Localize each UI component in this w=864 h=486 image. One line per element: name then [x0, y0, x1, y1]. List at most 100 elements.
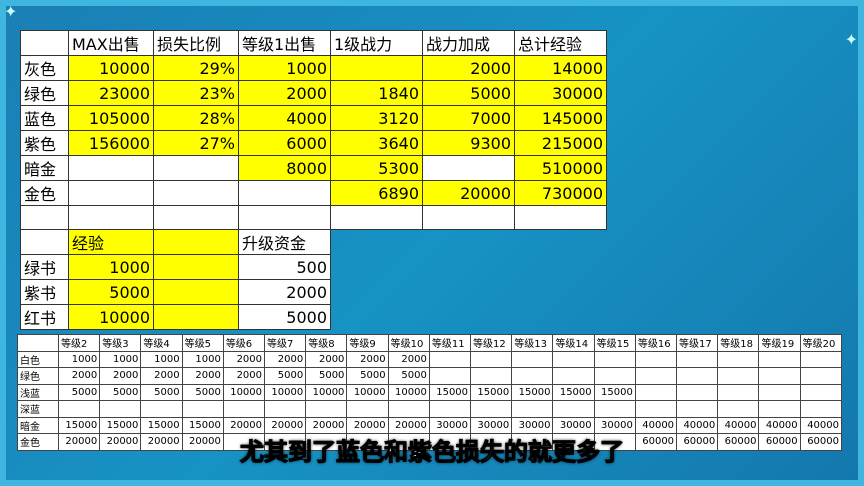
- table-cell[interactable]: 等级10: [387, 334, 430, 352]
- table-cell[interactable]: 紫色: [20, 130, 69, 156]
- table-cell[interactable]: [676, 400, 719, 418]
- table-cell[interactable]: [758, 400, 801, 418]
- table-cell[interactable]: 156000: [68, 130, 154, 156]
- table-cell[interactable]: 510000: [514, 155, 607, 181]
- table-cell[interactable]: 5000: [99, 383, 142, 401]
- table-cell[interactable]: [593, 400, 636, 418]
- table-cell[interactable]: 绿色: [17, 367, 59, 385]
- table-cell[interactable]: [593, 433, 636, 451]
- table-cell[interactable]: 15000: [428, 383, 472, 401]
- table-cell[interactable]: 29%: [153, 55, 239, 81]
- table-cell[interactable]: 5000: [68, 279, 154, 305]
- table-cell[interactable]: [20, 229, 69, 255]
- table-cell[interactable]: 等级3: [99, 334, 142, 352]
- table-cell[interactable]: [470, 350, 513, 368]
- table-cell[interactable]: [264, 433, 307, 451]
- table-cell[interactable]: 30000: [511, 416, 554, 434]
- table-cell[interactable]: 3120: [330, 105, 423, 131]
- table-cell[interactable]: 14000: [514, 55, 607, 81]
- table-cell[interactable]: 损失比例: [153, 30, 239, 56]
- table-cell[interactable]: [552, 400, 595, 418]
- table-cell[interactable]: [799, 350, 843, 368]
- table-cell[interactable]: [264, 400, 307, 418]
- table-cell[interactable]: 7000: [422, 105, 515, 131]
- table-cell[interactable]: 2000: [181, 367, 224, 385]
- table-cell[interactable]: [511, 350, 554, 368]
- table-cell[interactable]: [717, 383, 760, 401]
- table-cell[interactable]: 2000: [238, 279, 331, 305]
- table-cell[interactable]: 等级13: [511, 334, 554, 352]
- table-cell[interactable]: 5000: [264, 367, 307, 385]
- table-cell[interactable]: 15000: [99, 416, 142, 434]
- table-cell[interactable]: 2000: [140, 367, 183, 385]
- table-cell[interactable]: 等级18: [717, 334, 760, 352]
- table-cell[interactable]: 60000: [799, 433, 843, 451]
- table-cell[interactable]: 金色: [17, 433, 59, 451]
- table-cell[interactable]: [470, 367, 513, 385]
- table-cell[interactable]: [222, 400, 266, 418]
- table-cell[interactable]: [153, 205, 239, 230]
- table-cell[interactable]: [153, 304, 239, 330]
- table-cell[interactable]: [222, 433, 266, 451]
- table-cell[interactable]: 紫书: [20, 279, 69, 305]
- table-cell[interactable]: [634, 367, 678, 385]
- table-cell[interactable]: 215000: [514, 130, 607, 156]
- table-cell[interactable]: 30000: [593, 416, 636, 434]
- table-cell[interactable]: [99, 400, 142, 418]
- table-cell[interactable]: [799, 367, 843, 385]
- table-cell[interactable]: MAX出售: [68, 30, 154, 56]
- table-cell[interactable]: 6890: [330, 180, 423, 206]
- table-cell[interactable]: 绿色: [20, 80, 69, 106]
- table-cell[interactable]: [423, 280, 515, 305]
- table-cell[interactable]: [717, 367, 760, 385]
- table-cell[interactable]: [330, 205, 423, 230]
- table-cell[interactable]: [68, 155, 154, 181]
- table-cell[interactable]: 等级12: [470, 334, 513, 352]
- table-cell[interactable]: [552, 350, 595, 368]
- table-cell[interactable]: 蓝色: [20, 105, 69, 131]
- table-cell[interactable]: 60000: [634, 433, 678, 451]
- table-cell[interactable]: 等级6: [222, 334, 266, 352]
- table-cell[interactable]: 1000: [238, 55, 331, 81]
- table-cell[interactable]: 5000: [305, 367, 348, 385]
- table-cell[interactable]: 1000: [181, 350, 224, 368]
- table-cell[interactable]: 20000: [222, 416, 266, 434]
- table-cell[interactable]: [346, 433, 389, 451]
- table-cell[interactable]: [68, 180, 154, 206]
- table-cell[interactable]: [676, 383, 719, 401]
- table-cell[interactable]: 1000: [57, 350, 101, 368]
- table-cell[interactable]: 15000: [57, 416, 101, 434]
- table-cell[interactable]: 等级16: [634, 334, 678, 352]
- table-cell[interactable]: [514, 205, 607, 230]
- table-cell[interactable]: 2000: [305, 350, 348, 368]
- table-cell[interactable]: [238, 180, 331, 206]
- table-cell[interactable]: [331, 280, 423, 305]
- table-cell[interactable]: [428, 350, 472, 368]
- table-cell[interactable]: 1级战力: [330, 30, 423, 56]
- table-cell[interactable]: 4000: [238, 105, 331, 131]
- table-cell[interactable]: [676, 350, 719, 368]
- table-cell[interactable]: [758, 367, 801, 385]
- table-cell[interactable]: 8000: [238, 155, 331, 181]
- table-cell[interactable]: [515, 305, 607, 330]
- table-cell[interactable]: 30000: [470, 416, 513, 434]
- table-cell[interactable]: 等级7: [264, 334, 307, 352]
- table-cell[interactable]: 23000: [68, 80, 154, 106]
- table-cell[interactable]: 深蓝: [17, 400, 59, 418]
- table-cell[interactable]: [305, 433, 348, 451]
- table-cell[interactable]: [181, 400, 224, 418]
- table-cell[interactable]: [717, 350, 760, 368]
- table-cell[interactable]: [515, 255, 607, 280]
- table-cell[interactable]: [423, 255, 515, 280]
- table-cell[interactable]: 20000: [305, 416, 348, 434]
- table-cell[interactable]: [634, 383, 678, 401]
- table-cell[interactable]: 暗金: [17, 416, 59, 434]
- table-cell[interactable]: 40000: [676, 416, 719, 434]
- table-cell[interactable]: 2000: [99, 367, 142, 385]
- table-cell[interactable]: 10000: [387, 383, 430, 401]
- table-cell[interactable]: 1000: [68, 254, 154, 280]
- table-cell[interactable]: [346, 400, 389, 418]
- table-cell[interactable]: [676, 367, 719, 385]
- table-cell[interactable]: 经验: [68, 229, 154, 255]
- table-cell[interactable]: 5000: [422, 80, 515, 106]
